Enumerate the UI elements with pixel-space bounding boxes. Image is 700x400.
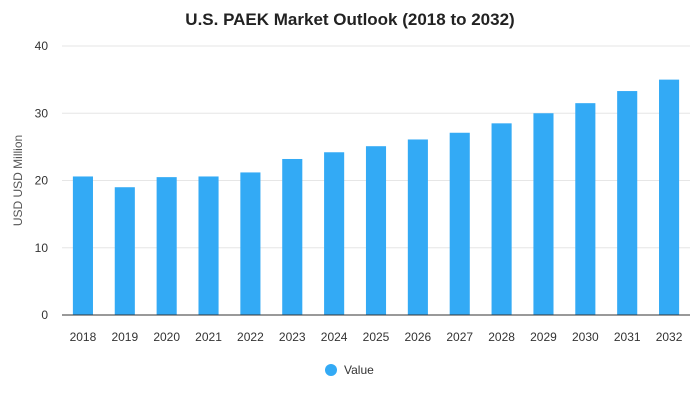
bar-2028[interactable] [491, 123, 512, 316]
x-tick-label: 2029 [530, 330, 557, 344]
x-tick-label: 2030 [572, 330, 599, 344]
legend-label: Value [344, 363, 374, 377]
bar-2020[interactable] [156, 177, 177, 315]
bar-2024[interactable] [324, 152, 345, 315]
x-tick-label: 2026 [405, 330, 432, 344]
x-tick-label: 2028 [488, 330, 515, 344]
x-tick-label: 2020 [153, 330, 180, 344]
y-axis-title: USD USD Million [11, 135, 25, 226]
y-tick-label: 10 [35, 241, 49, 255]
legend-marker [325, 364, 337, 376]
x-tick-label: 2018 [70, 330, 97, 344]
x-tick-label: 2019 [111, 330, 138, 344]
y-tick-label: 20 [35, 174, 49, 188]
bar-2021[interactable] [198, 176, 219, 315]
x-tick-label: 2023 [279, 330, 306, 344]
bar-2023[interactable] [282, 158, 303, 315]
x-tick-label: 2032 [656, 330, 683, 344]
bar-2025[interactable] [365, 146, 387, 315]
bar-2032[interactable] [659, 79, 680, 315]
x-tick-label: 2024 [321, 330, 348, 344]
x-tick-label: 2025 [363, 330, 390, 344]
x-tick-label: 2022 [237, 330, 264, 344]
x-tick-label: 2021 [195, 330, 222, 344]
bar-2019[interactable] [114, 187, 135, 315]
chart-title: U.S. PAEK Market Outlook (2018 to 2032) [185, 10, 514, 29]
bars [72, 79, 680, 316]
bar-2022[interactable] [240, 172, 261, 315]
bar-2018[interactable] [72, 176, 93, 315]
x-tick-label: 2031 [614, 330, 641, 344]
y-axis-ticks: 0 10 20 30 40 [35, 39, 49, 322]
bar-2031[interactable] [617, 91, 638, 316]
y-tick-label: 30 [35, 106, 49, 120]
bar-2029[interactable] [533, 113, 554, 315]
legend[interactable]: Value [325, 363, 374, 377]
x-tick-label: 2027 [446, 330, 473, 344]
y-tick-label: 40 [35, 39, 49, 53]
y-tick-label: 0 [41, 308, 48, 322]
x-axis-ticks: 2018 2019 2020 2021 2022 2023 2024 2025 2026 2027… [70, 330, 683, 344]
bar-2026[interactable] [407, 139, 428, 315]
bar-2030[interactable] [575, 103, 596, 315]
bar-2027[interactable] [449, 132, 470, 315]
